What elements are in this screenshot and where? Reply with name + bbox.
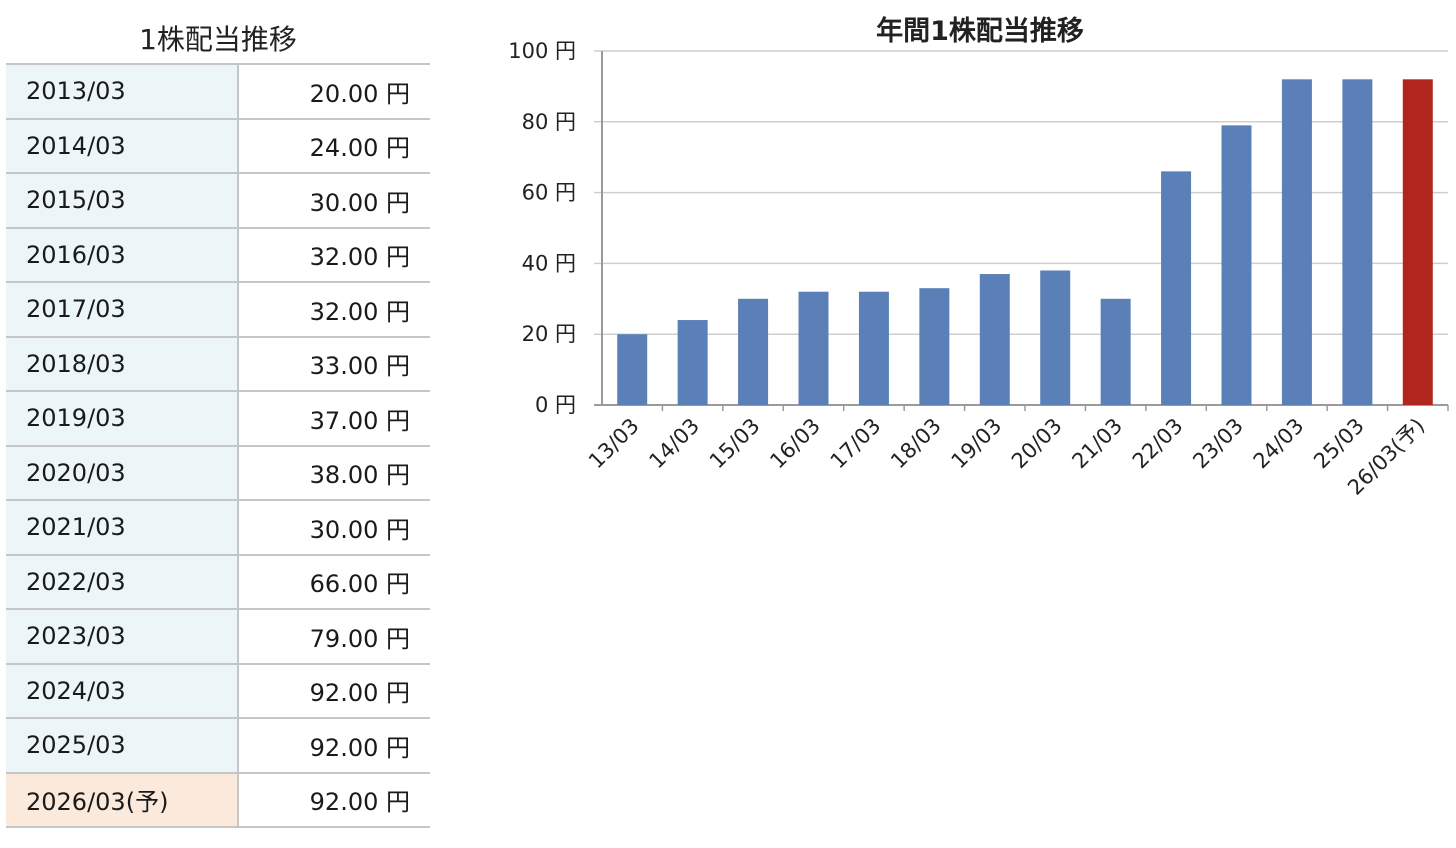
dividend-value-cell: 92.00 円 [309, 679, 410, 708]
year-cell: 2015/03 [6, 174, 239, 227]
year-cell: 2024/03 [6, 664, 239, 717]
dividend-chart: 年間1株配当推移 0 円 20 円 40 円 60 円 80 円 100 円 13/03 14… [480, 0, 1456, 560]
table-row: 2016/03 32.00 円 [6, 228, 430, 283]
table-row: 2018/03 33.00 円 [6, 337, 430, 392]
bar [617, 334, 648, 405]
x-tick-label: 15/03 [705, 414, 765, 474]
x-tick-label: 16/03 [765, 414, 825, 474]
x-tick-label: 25/03 [1309, 414, 1369, 474]
year-cell: 2017/03 [6, 283, 239, 336]
year-cell: 2016/03 [6, 228, 239, 281]
bar [1342, 79, 1373, 405]
table-row: 2022/03 66.00 円 [6, 555, 430, 610]
table-row: 2019/03 37.00 円 [6, 392, 430, 447]
x-tick-label: 14/03 [644, 414, 704, 474]
bar [979, 274, 1010, 405]
dividend-value-cell: 92.00 円 [309, 733, 410, 762]
x-tick-label: 22/03 [1128, 414, 1188, 474]
dividend-value-cell: 20.00 円 [309, 79, 410, 108]
dividend-value-cell: 30.00 円 [309, 188, 410, 217]
bar [1100, 298, 1131, 405]
bar [1281, 79, 1312, 405]
year-cell: 2026/03(予) [6, 773, 239, 826]
dividend-value-cell: 66.00 円 [309, 570, 410, 599]
bar [738, 298, 769, 405]
table-row: 2014/03 24.00 円 [6, 119, 430, 174]
x-tick-label: 23/03 [1188, 414, 1248, 474]
x-tick-label: 18/03 [886, 414, 946, 474]
year-cell: 2014/03 [6, 119, 239, 172]
year-cell: 2021/03 [6, 501, 239, 554]
year-cell: 2025/03 [6, 719, 239, 772]
table-row: 2013/03 20.00 円 [6, 65, 430, 120]
bar [798, 291, 829, 405]
dividend-value-cell: 37.00 円 [309, 406, 410, 435]
table-row: 2024/03 92.00 円 [6, 664, 430, 719]
dividend-value-cell: 30.00 円 [309, 515, 410, 544]
x-tick-label: 17/03 [826, 414, 886, 474]
dividend-value-cell: 92.00 円 [309, 788, 410, 817]
table-row: 2015/03 30.00 円 [6, 174, 430, 229]
y-tick-label: 20 円 [522, 322, 576, 346]
x-tick-label: 20/03 [1007, 414, 1067, 474]
table-row: 2026/03(予) 92.00 円 [6, 773, 430, 828]
x-tick-label: 21/03 [1067, 414, 1127, 474]
bar [1161, 171, 1192, 405]
bar [1040, 270, 1071, 405]
table-row: 2023/03 79.00 円 [6, 610, 430, 665]
x-tick-label: 13/03 [584, 414, 644, 474]
year-cell: 2020/03 [6, 446, 239, 499]
table-row: 2025/03 92.00 円 [6, 719, 430, 774]
y-tick-label: 80 円 [522, 110, 576, 134]
dividend-table: 2013/03 20.00 円 2014/03 24.00 円 2015/03 30.00… [6, 63, 430, 828]
dividend-value-cell: 32.00 円 [309, 297, 410, 326]
x-tick-label: 24/03 [1249, 414, 1309, 474]
dividend-value-cell: 33.00 円 [309, 352, 410, 381]
table-row: 2017/03 32.00 円 [6, 283, 430, 338]
y-tick-label: 100 円 [508, 39, 576, 63]
dividend-value-cell: 79.00 円 [309, 624, 410, 653]
chart-title: 年間1株配当推移 [876, 16, 1084, 47]
bar [919, 288, 950, 405]
bar [1221, 125, 1252, 405]
year-cell: 2023/03 [6, 610, 239, 663]
bar [677, 320, 708, 405]
table-row: 2021/03 30.00 円 [6, 501, 430, 556]
table-row: 2020/03 38.00 円 [6, 446, 430, 501]
dividend-value-cell: 24.00 円 [309, 134, 410, 163]
y-tick-label: 60 円 [522, 181, 576, 205]
year-cell: 2013/03 [6, 65, 239, 118]
year-cell: 2022/03 [6, 555, 239, 608]
bar [858, 291, 889, 405]
y-tick-label: 40 円 [522, 251, 576, 275]
y-tick-label: 0 円 [535, 393, 576, 417]
table-title: 1株配当推移 [139, 23, 297, 56]
bar [1402, 79, 1433, 405]
dividend-value-cell: 38.00 円 [309, 461, 410, 490]
x-tick-label: 19/03 [947, 414, 1007, 474]
year-cell: 2018/03 [6, 337, 239, 390]
year-cell: 2019/03 [6, 392, 239, 445]
dividend-value-cell: 32.00 円 [309, 243, 410, 272]
